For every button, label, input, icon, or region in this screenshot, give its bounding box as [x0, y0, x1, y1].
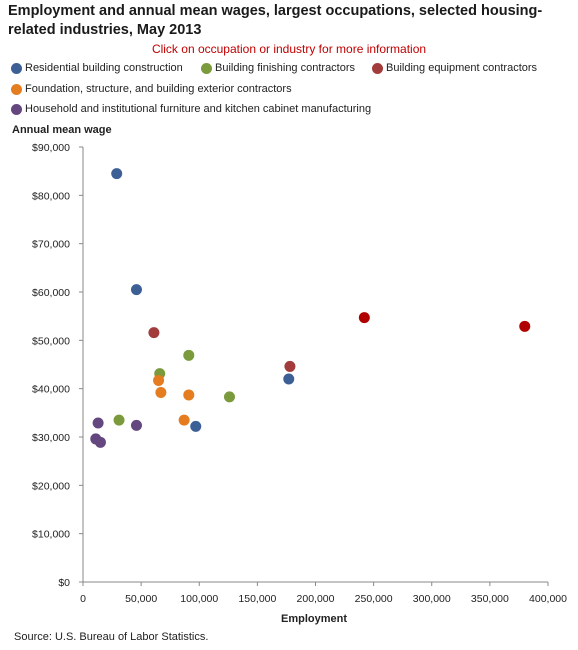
source-note: Source: U.S. Bureau of Labor Statistics.	[14, 631, 209, 643]
data-point[interactable]	[148, 327, 160, 339]
x-tick-label: 400,000	[529, 593, 567, 605]
data-point[interactable]	[283, 373, 295, 385]
data-point[interactable]	[155, 387, 167, 399]
x-tick-label: 300,000	[413, 593, 451, 605]
data-point[interactable]	[111, 168, 123, 180]
y-tick-label: $0	[58, 577, 70, 589]
legend-marker-icon	[11, 103, 22, 115]
x-tick-label: 50,000	[125, 593, 157, 605]
legend-item-building-finishing-contractors[interactable]: Building finishing contractors	[201, 62, 355, 74]
y-axis-label: Annual mean wage	[12, 124, 112, 136]
x-axis-label: Employment	[280, 613, 347, 625]
data-point[interactable]	[153, 374, 165, 386]
legend-item-building-equipment-contractors[interactable]: Building equipment contractors	[372, 62, 537, 74]
x-tick-label: 150,000	[238, 593, 276, 605]
x-tick-label: 100,000	[180, 593, 218, 605]
y-tick-label: $30,000	[32, 432, 70, 444]
legend-label: Household and institutional furniture an…	[25, 103, 372, 115]
chart-subtitle[interactable]: Click on occupation or industry for more…	[151, 42, 427, 56]
legend-marker-icon	[11, 62, 22, 74]
chart-title: Employment and annual mean wages, larges…	[8, 3, 543, 38]
legend-item-foundation-structure-exterior-contractors[interactable]: Foundation, structure, and building exte…	[11, 83, 292, 95]
data-point[interactable]	[519, 320, 531, 332]
data-point[interactable]	[130, 419, 142, 431]
y-tick-label: $50,000	[32, 335, 70, 347]
data-point[interactable]	[183, 349, 195, 361]
x-tick-label: 250,000	[355, 593, 393, 605]
data-point[interactable]	[284, 360, 296, 372]
x-tick-label: 350,000	[471, 593, 509, 605]
legend-marker-icon	[372, 62, 383, 74]
legend-label: Foundation, structure, and building exte…	[25, 83, 292, 95]
data-point[interactable]	[190, 420, 202, 432]
y-tick-label: $60,000	[32, 287, 70, 299]
data-point[interactable]	[94, 436, 106, 448]
legend-label: Residential building construction	[25, 62, 183, 74]
legend-label: Building finishing contractors	[215, 62, 356, 74]
data-point[interactable]	[223, 391, 235, 403]
y-tick-label: $80,000	[32, 190, 70, 202]
y-tick-label: $40,000	[32, 384, 70, 396]
legend-label: Building equipment contractors	[386, 62, 538, 74]
legend-item-residential-building-construction[interactable]: Residential building construction	[11, 62, 183, 74]
y-tick-label: $90,000	[32, 142, 70, 154]
y-tick-label: $20,000	[32, 480, 70, 492]
data-point[interactable]	[183, 389, 195, 401]
x-tick-label: 0	[80, 593, 86, 605]
legend-item-furniture-kitchen-cabinet-manufacturing[interactable]: Household and institutional furniture an…	[11, 103, 371, 115]
data-point[interactable]	[92, 417, 104, 429]
data-point[interactable]	[113, 414, 125, 426]
data-point[interactable]	[178, 414, 190, 426]
data-point[interactable]	[130, 284, 142, 296]
y-tick-label: $10,000	[32, 529, 70, 541]
legend-marker-icon	[201, 62, 212, 74]
legend-marker-icon	[11, 83, 22, 95]
y-tick-label: $70,000	[32, 239, 70, 251]
data-point[interactable]	[358, 312, 370, 324]
x-tick-label: 200,000	[297, 593, 335, 605]
